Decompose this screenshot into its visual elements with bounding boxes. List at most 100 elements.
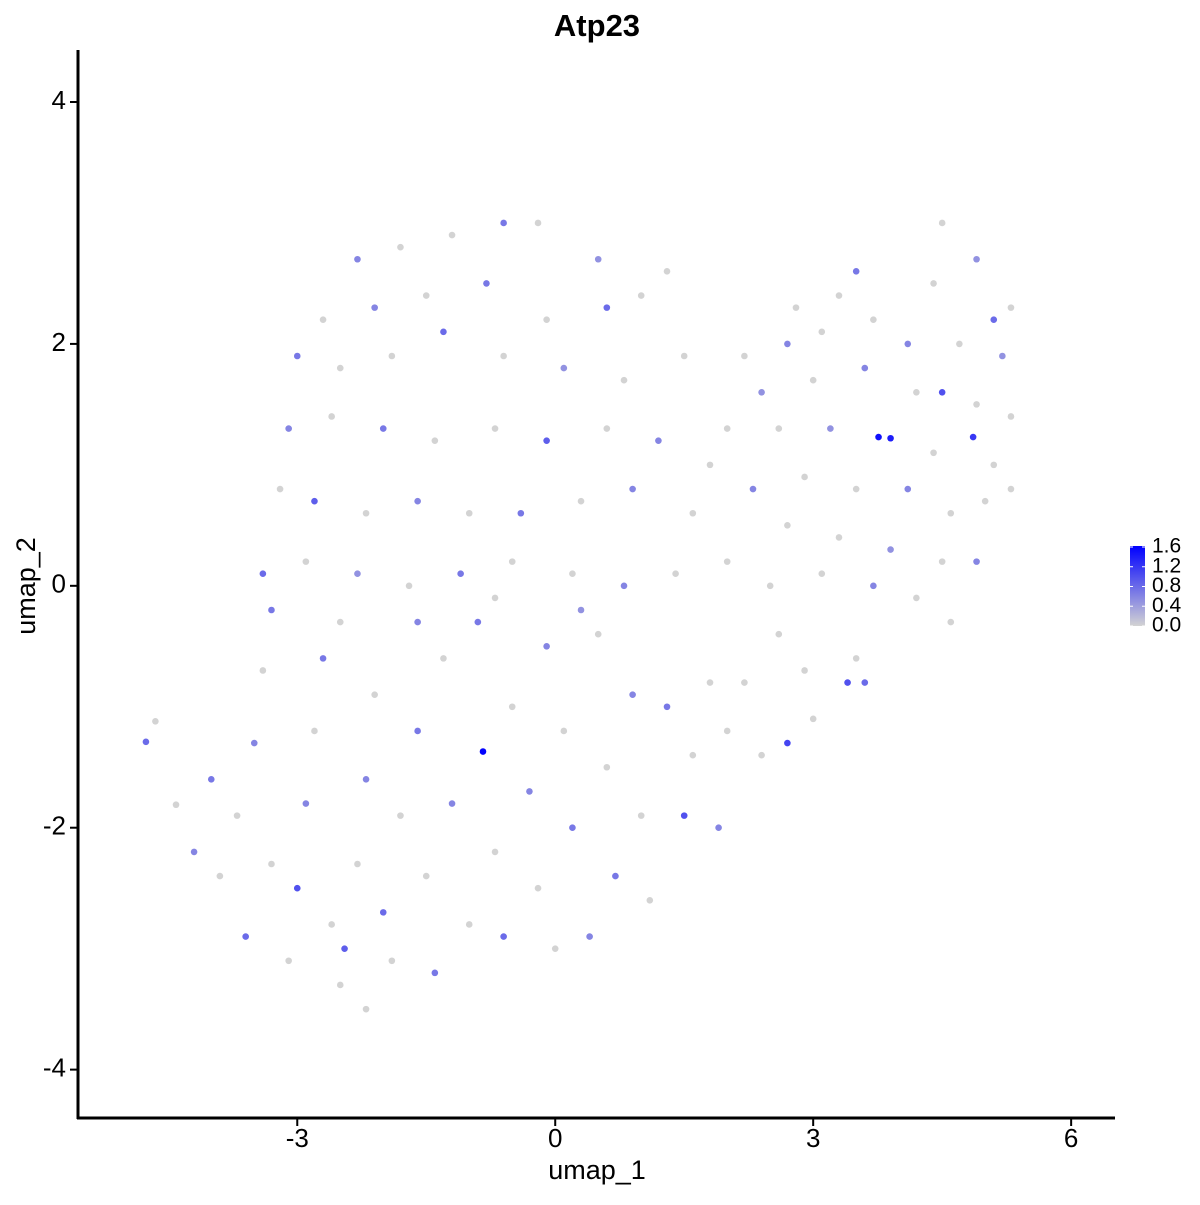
cell-point <box>491 594 499 602</box>
cell-point <box>801 473 808 481</box>
cell-point <box>379 909 387 916</box>
cell-point <box>784 739 791 747</box>
cell-point <box>397 243 404 251</box>
cell-point <box>887 546 894 553</box>
cell-point <box>414 497 421 505</box>
cell-point <box>414 618 421 626</box>
cell-point <box>663 703 671 711</box>
y-axis-label: umap_2 <box>11 537 41 635</box>
cell-point <box>973 255 980 263</box>
cell-point <box>500 219 507 227</box>
cell-point <box>723 727 731 735</box>
colorbar-label: 0.8 <box>1152 574 1181 597</box>
cell-point <box>534 219 542 227</box>
cell-point <box>723 558 731 565</box>
cell-point <box>268 606 275 614</box>
cell-point <box>465 509 473 517</box>
cell-point <box>448 800 456 807</box>
cell-point <box>479 748 487 755</box>
cell-point <box>551 945 559 952</box>
y-tick-label: 4 <box>52 85 66 115</box>
cell-point <box>422 872 430 880</box>
colorbar-label: 1.6 <box>1152 535 1181 558</box>
colorbar-label: 0.4 <box>1152 594 1182 617</box>
y-tick-label: -2 <box>43 811 66 841</box>
cell-point <box>646 896 654 904</box>
colorbar-label: 1.2 <box>1152 554 1181 577</box>
cell-point <box>483 280 490 287</box>
y-tick-label: -4 <box>43 1052 66 1082</box>
cell-point <box>818 328 826 336</box>
cell-point <box>844 679 851 686</box>
cell-point <box>852 655 860 662</box>
cell-point <box>341 945 348 952</box>
cell-point <box>775 425 783 432</box>
cell-point <box>543 642 550 650</box>
cell-point <box>629 691 636 698</box>
cell-point <box>319 655 327 662</box>
cell-point <box>328 921 335 928</box>
cell-point <box>990 461 998 469</box>
x-tick-label: 6 <box>1064 1123 1078 1153</box>
cell-point <box>672 570 679 578</box>
x-tick-label: 3 <box>806 1123 820 1153</box>
cell-point <box>999 352 1006 360</box>
cell-point <box>715 824 722 832</box>
cell-point <box>457 570 464 578</box>
cell-point <box>887 434 894 442</box>
colorbar <box>1130 546 1145 626</box>
cell-point <box>680 812 688 819</box>
cell-point <box>293 884 301 892</box>
cell-point <box>938 558 946 565</box>
cell-point <box>637 812 645 819</box>
cell-point <box>904 485 912 493</box>
cell-point <box>969 433 977 441</box>
cell-point <box>938 219 946 227</box>
cell-point <box>930 449 937 457</box>
cell-point <box>216 872 224 880</box>
cell-point <box>852 268 860 275</box>
cell-point <box>543 437 550 444</box>
cell-point <box>663 268 671 275</box>
cell-point <box>379 425 387 432</box>
cell-point <box>440 328 447 336</box>
cell-point <box>371 691 378 698</box>
cell-point <box>508 703 516 711</box>
cell-point <box>431 969 439 977</box>
cell-point <box>336 364 344 372</box>
cell-point <box>875 433 882 441</box>
cell-point <box>362 776 370 783</box>
cell-point <box>448 231 456 239</box>
cell-point <box>508 558 516 565</box>
cell-point <box>336 618 344 626</box>
cell-point <box>526 788 533 795</box>
cell-point <box>276 485 284 493</box>
cell-point <box>784 340 791 348</box>
cell-point <box>861 364 869 372</box>
cell-point <box>354 255 361 263</box>
cell-point <box>431 437 439 444</box>
cell-point <box>1007 413 1015 420</box>
cell-point <box>913 594 920 602</box>
cell-point <box>534 884 542 892</box>
cell-point <box>801 667 808 674</box>
cell-point <box>758 388 765 396</box>
cell-point <box>852 485 860 493</box>
cell-point <box>336 981 344 989</box>
cell-point <box>723 425 731 432</box>
cell-point <box>680 352 688 360</box>
cell-point <box>1007 304 1015 311</box>
cell-point <box>741 679 748 686</box>
cell-point <box>947 618 955 626</box>
cell-point <box>818 570 826 578</box>
cell-point <box>835 534 843 541</box>
cell-point <box>1007 485 1015 493</box>
cell-point <box>594 630 602 638</box>
cell-point <box>706 679 714 686</box>
cell-point <box>655 437 662 444</box>
cell-point <box>491 848 499 856</box>
cell-point <box>560 727 568 735</box>
cell-point <box>285 957 292 965</box>
cell-point <box>620 582 628 590</box>
